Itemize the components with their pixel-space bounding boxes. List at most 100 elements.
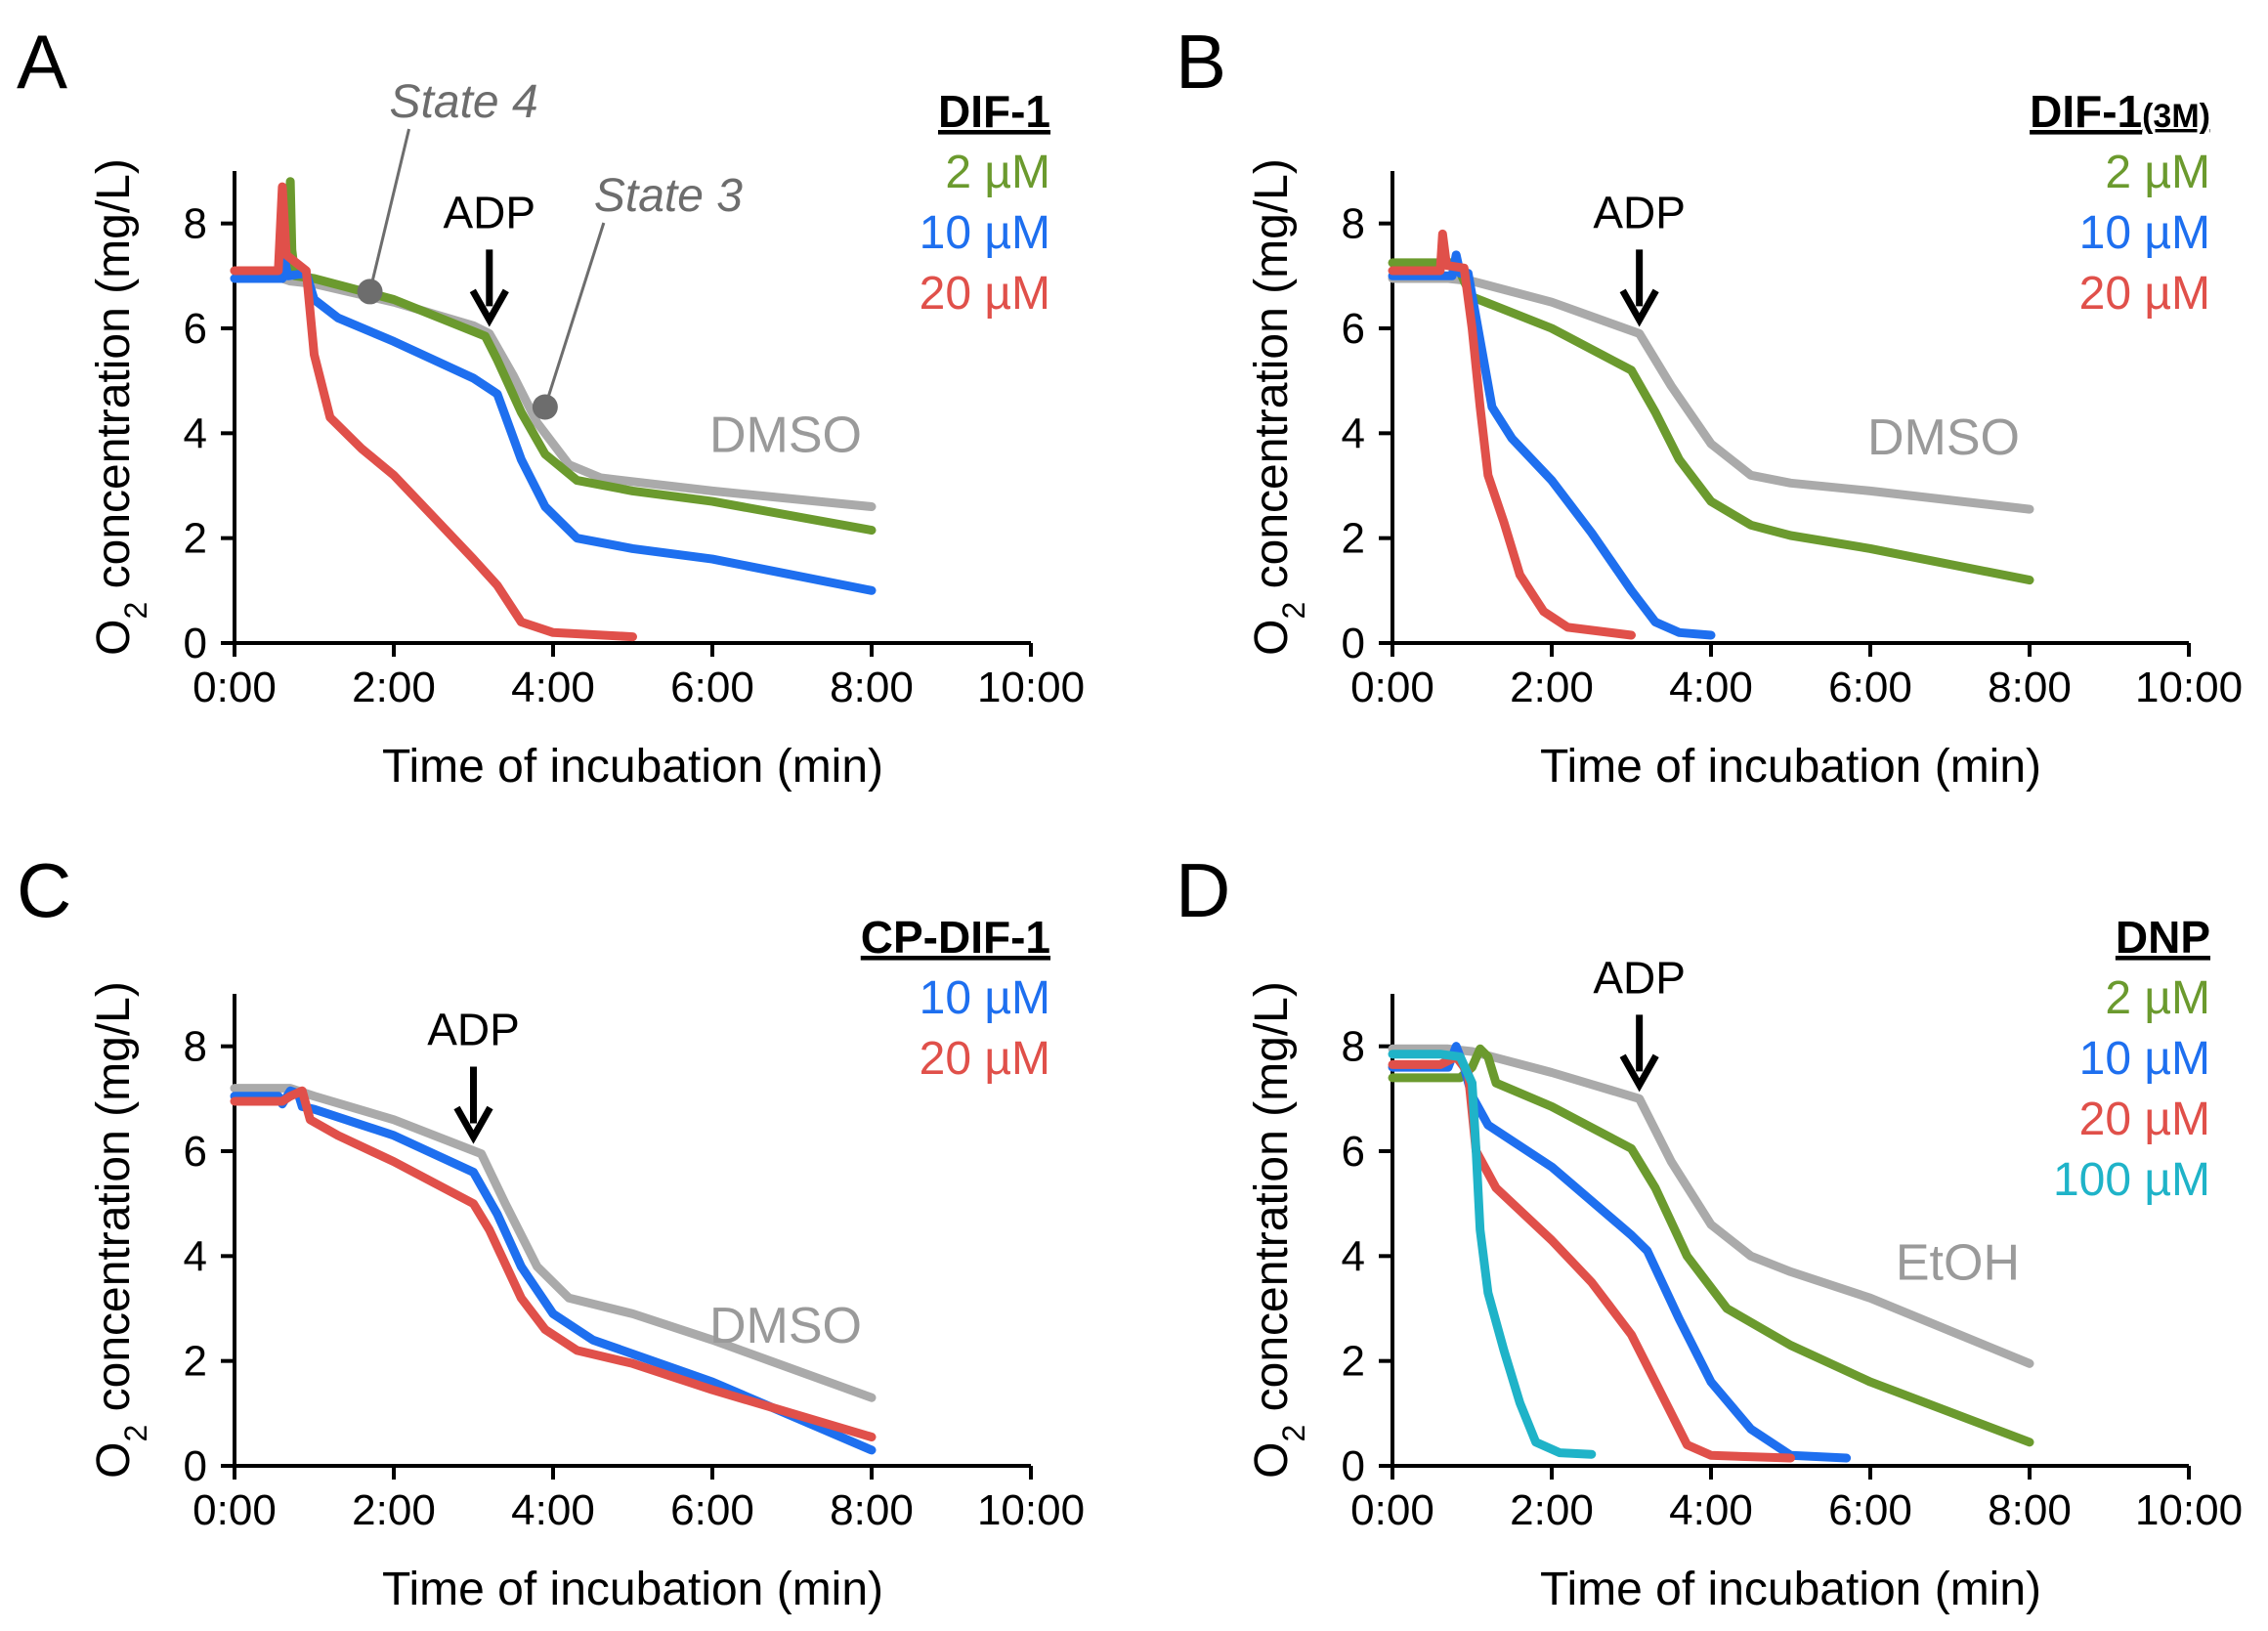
series-line-blue — [1388, 250, 1716, 640]
x-axis-title: Time of incubation (min) — [382, 741, 883, 793]
x-tick-label: 10:00 — [977, 664, 1085, 711]
legend-entry-green: 2 µM — [2105, 147, 2210, 198]
y-tick-label: 6 — [1342, 1128, 1365, 1176]
series-line-gray — [230, 274, 877, 511]
y-axis-title-prefix: O — [88, 1442, 140, 1479]
x-tick-label: 8:00 — [1988, 1486, 2072, 1534]
y-tick-label: 8 — [184, 200, 207, 248]
legend-entry-green: 2 µM — [945, 147, 1050, 198]
legend-title-main: DIF-1 — [2030, 86, 2142, 137]
state-label: State 3 — [594, 170, 743, 222]
x-axis-title: Time of incubation (min) — [1540, 741, 2041, 793]
adp-label: ADP — [1593, 187, 1686, 237]
y-tick-label: 0 — [184, 620, 207, 667]
legend-entry-cyan: 100 µM — [2053, 1154, 2210, 1206]
x-tick-label: 0:00 — [193, 1486, 277, 1534]
y-axis-title-suffix: concentration (mg/L) — [88, 158, 140, 602]
state-leader-line — [368, 128, 411, 292]
y-tick-label: 4 — [1342, 1232, 1365, 1280]
adp-arrow-head — [453, 1105, 493, 1144]
y-axis-title-prefix: O — [1246, 620, 1298, 656]
y-axis-title: O2 concentration (mg/L) — [1246, 981, 1311, 1479]
state-marker-dot — [357, 279, 383, 305]
series-line-red — [230, 1086, 877, 1441]
legend-title: DIF-1(3M) — [2030, 86, 2210, 137]
y-tick-label: 0 — [1342, 620, 1365, 667]
control-series-label: EtOH — [1896, 1234, 2020, 1291]
x-tick-label: 6:00 — [1828, 664, 1912, 711]
series-line-blue — [230, 1086, 877, 1455]
x-tick-label: 8:00 — [830, 1486, 914, 1534]
x-tick-label: 4:00 — [511, 1486, 595, 1534]
x-tick-label: 6:00 — [670, 664, 754, 711]
legend-entry-blue: 10 µM — [2079, 1033, 2210, 1085]
y-axis-title: O2 concentration (mg/L) — [88, 981, 153, 1479]
control-series-label: DMSO — [709, 407, 862, 463]
legend-entry-blue: 10 µM — [920, 972, 1050, 1024]
y-axis-title: O2 concentration (mg/L) — [1246, 158, 1311, 656]
legend-entry-red: 20 µM — [920, 268, 1050, 320]
y-tick-label: 6 — [184, 1128, 207, 1176]
adp-arrow-head — [1619, 288, 1659, 327]
adp-label: ADP — [1593, 952, 1686, 1003]
panel-A: A 0:00 2:00 4:00 6:00 8:00 10:00 0 2 4 6 8 Time of i… — [17, 19, 1085, 793]
legend-entry-red: 20 µM — [2079, 268, 2210, 320]
panel-B: B 0:00 2:00 4:00 6:00 8:00 10:00 0 2 4 6 8 Time of i… — [1176, 19, 2243, 793]
y-tick-label: 2 — [184, 1338, 207, 1386]
y-axis-title-suffix: concentration (mg/L) — [1246, 158, 1298, 602]
adp-arrow-head — [469, 288, 509, 327]
y-axis-title-suffix: concentration (mg/L) — [1246, 981, 1298, 1425]
y-axis-title-subscript: 2 — [118, 602, 153, 620]
legend-entry-blue: 10 µM — [2079, 207, 2210, 259]
x-tick-label: 6:00 — [1828, 1486, 1912, 1534]
y-tick-label: 0 — [1342, 1442, 1365, 1490]
x-tick-label: 8:00 — [1988, 664, 2072, 711]
series-line-green — [230, 177, 877, 536]
series-line-red — [230, 182, 637, 642]
legend-entry-red: 20 µM — [920, 1033, 1050, 1085]
panel-letter: A — [17, 19, 67, 105]
legend-title: CP-DIF-1 — [861, 912, 1050, 963]
series-line-blue — [1388, 1042, 1852, 1463]
x-tick-label: 2:00 — [1510, 664, 1594, 711]
panel-D: D 0:00 2:00 4:00 6:00 8:00 10:00 0 2 4 6 8 Time of i… — [1176, 847, 2243, 1615]
x-tick-label: 0:00 — [1350, 1486, 1434, 1534]
y-tick-label: 0 — [184, 1442, 207, 1490]
legend-title-sub: (3M) — [2142, 98, 2210, 135]
x-tick-label: 8:00 — [830, 664, 914, 711]
legend-entry-green: 2 µM — [2105, 972, 2210, 1024]
series-line-green — [1388, 1044, 2034, 1447]
y-tick-label: 6 — [1342, 305, 1365, 353]
x-tick-label: 2:00 — [352, 1486, 436, 1534]
x-tick-label: 6:00 — [670, 1486, 754, 1534]
legend-title: DIF-1 — [938, 86, 1050, 137]
series-line-gray — [1388, 1044, 2034, 1368]
x-axis-title: Time of incubation (min) — [1540, 1564, 2041, 1615]
x-tick-label: 4:00 — [1669, 1486, 1753, 1534]
y-tick-label: 4 — [1342, 409, 1365, 457]
y-axis-title-subscript: 2 — [1276, 602, 1311, 620]
legend-entry-blue: 10 µM — [920, 207, 1050, 259]
state-label: State 4 — [390, 76, 538, 128]
y-tick-label: 2 — [184, 515, 207, 563]
state-marker-dot — [532, 394, 558, 420]
y-tick-label: 2 — [1342, 1338, 1365, 1386]
legend-title: DNP — [2116, 912, 2210, 963]
adp-label: ADP — [427, 1005, 520, 1055]
y-axis-title-subscript: 2 — [1276, 1425, 1311, 1442]
x-tick-label: 10:00 — [2135, 1486, 2243, 1534]
x-axis-title: Time of incubation (min) — [382, 1564, 883, 1615]
control-series-label: DMSO — [1867, 409, 2020, 466]
adp-label: ADP — [444, 187, 536, 237]
y-tick-label: 4 — [184, 1232, 207, 1280]
panel-letter: B — [1176, 19, 1226, 105]
x-tick-label: 10:00 — [2135, 664, 2243, 711]
panel-C: C 0:00 2:00 4:00 6:00 8:00 10:00 0 2 4 6 8 Time of i… — [17, 847, 1085, 1615]
x-tick-label: 2:00 — [1510, 1486, 1594, 1534]
y-tick-label: 8 — [1342, 1023, 1365, 1071]
x-tick-label: 2:00 — [352, 664, 436, 711]
y-tick-label: 8 — [1342, 200, 1365, 248]
y-axis-title-prefix: O — [88, 620, 140, 656]
y-axis-title: O2 concentration (mg/L) — [88, 158, 153, 656]
